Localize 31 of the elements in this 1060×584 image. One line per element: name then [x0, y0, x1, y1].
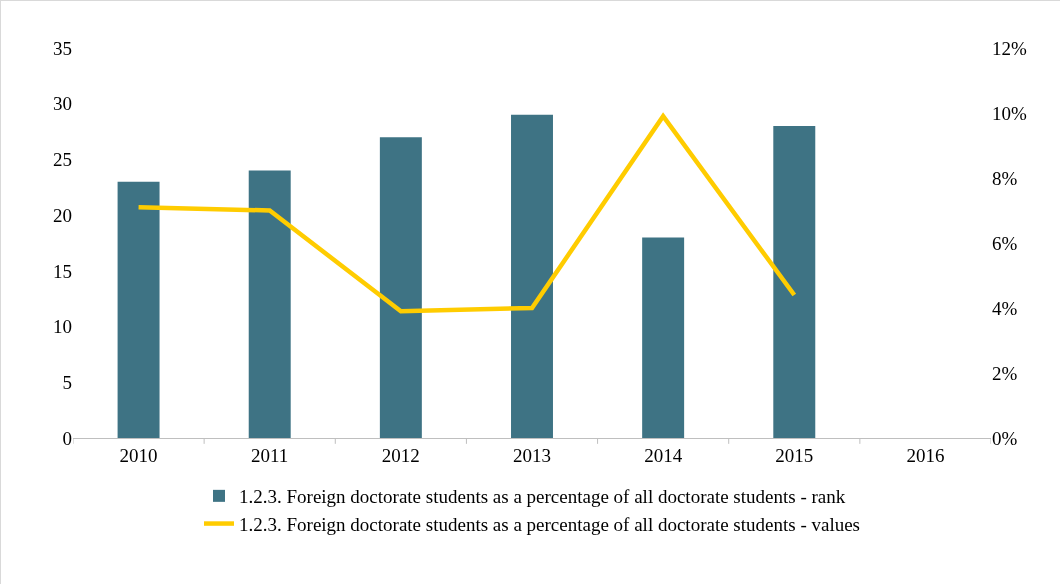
y2-tick-label: 0% — [992, 427, 1018, 449]
y2-tick-label: 2% — [992, 362, 1018, 384]
x-tick-label: 2013 — [513, 444, 551, 466]
y-tick-label: 5 — [62, 371, 72, 393]
y2-tick-label: 10% — [992, 102, 1027, 124]
legend-label: 1.2.3. Foreign doctorate students as a percentage of all doctorate students - values — [239, 513, 860, 535]
y-tick-label: 15 — [53, 260, 72, 282]
y2-tick-label: 6% — [992, 232, 1018, 254]
bar — [773, 126, 816, 438]
x-tick-label: 2014 — [644, 444, 683, 466]
y-tick-label: 0 — [62, 427, 72, 449]
y-tick-label: 10 — [53, 316, 72, 338]
x-tick-label: 2016 — [906, 444, 945, 466]
x-tick-label: 2012 — [381, 444, 420, 466]
legend-label: 1.2.3. Foreign doctorate students as a percentage of all doctorate students - rank — [239, 486, 846, 508]
x-tick-label: 2011 — [251, 444, 289, 466]
bar — [511, 114, 553, 438]
y2-tick-label: 12% — [992, 37, 1027, 59]
y-tick-label: 35 — [53, 37, 72, 59]
y-tick-label: 30 — [53, 93, 72, 115]
bar — [248, 170, 291, 438]
bar — [379, 137, 422, 438]
x-tick-label: 2015 — [775, 444, 814, 466]
y2-tick-label: 8% — [992, 167, 1018, 189]
y-tick-label: 25 — [53, 149, 72, 171]
bar — [642, 237, 685, 438]
line-series — [136, 114, 797, 314]
y2-tick-label: 4% — [992, 297, 1018, 319]
y-tick-label: 20 — [53, 204, 72, 226]
bar — [117, 181, 160, 438]
x-tick-label: 2010 — [119, 444, 158, 466]
